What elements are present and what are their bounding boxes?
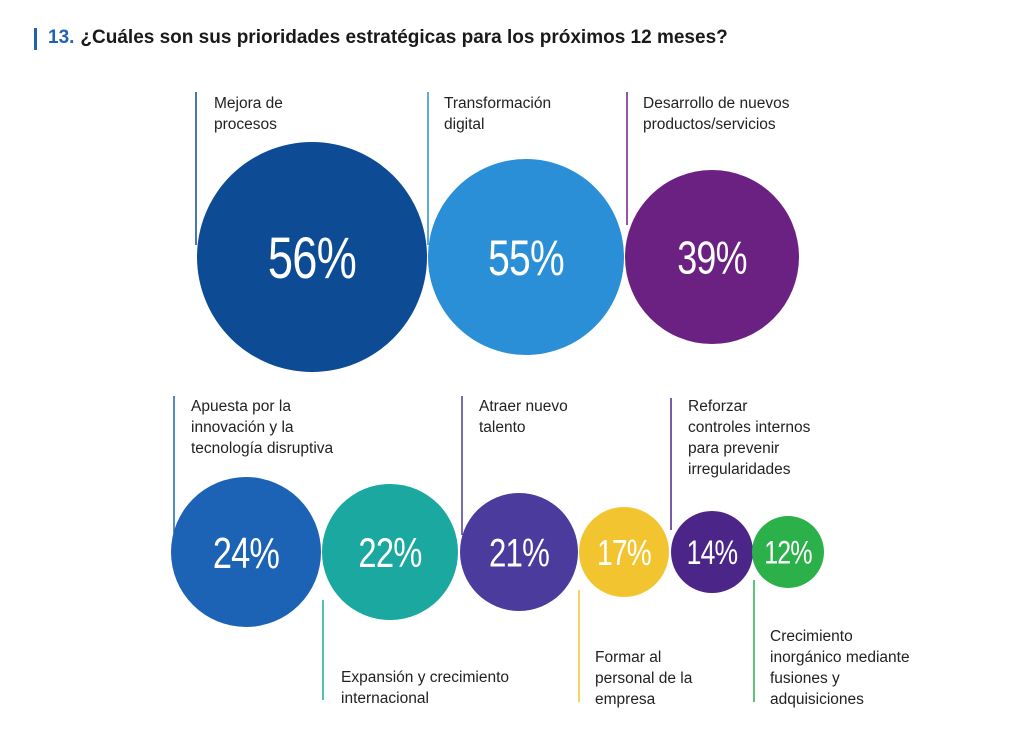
bubble-group: 22% Expansión y crecimiento internacional [322,484,509,707]
bubble-group: 14% Reforzar controles internos para preven… [670,398,811,593]
title-accent-bar [34,28,37,50]
bubble-value: 39% [677,232,747,283]
bubble-label-line: digital [444,116,485,133]
bubble [752,516,824,588]
bubble-group: 21% Atraer nuevo talento [460,396,578,611]
bubble-value: 24% [213,529,279,578]
bubble-group: 17% Formar al personal de la empresa [578,507,693,708]
bubble-label-line: irregularidades [688,461,791,478]
bubble-group: 12% Crecimiento inorgánico mediante fusione… [752,516,910,708]
bubble-group: 55% Transformación digital [427,92,624,355]
bubble-label-line: productos/servicios [643,116,776,133]
bubble [460,493,578,611]
bubble [625,170,799,344]
bubble-label-line: fusiones y [770,670,840,687]
bubble-value: 12% [764,536,812,572]
bubble-value: 14% [687,534,738,572]
bubble-label-line: para prevenir [688,440,779,457]
bubble-label-line: Apuesta por la [191,398,291,415]
bubble-label: Mejora de procesos [214,95,283,133]
bubble-value: 17% [597,533,651,573]
bubble-label: Reforzar controles internos para prevenir i… [688,398,811,478]
bubble-label-line: adquisiciones [770,691,864,708]
bubble-label: Apuesta por la innovación y la tecnología … [191,398,334,457]
bubble-value: 55% [488,229,564,286]
bubble-value: 21% [489,531,549,576]
bubble-group: 56% Mejora de procesos [195,92,427,372]
bubble-label-line: internacional [341,690,429,707]
bubble-label-line: controles internos [688,419,811,436]
bubble-label: Desarrollo de nuevos productos/servicios [643,95,790,133]
title-text: ¿Cuáles son sus prioridades estratégicas… [80,27,728,48]
bubble-group: 24% Apuesta por la innovación y la tecnolog… [171,396,334,627]
bubble-label-line: procesos [214,116,277,133]
bubble-label-line: inorgánico mediante [770,649,910,666]
bubble [671,511,753,593]
bubble-value: 56% [268,227,356,292]
title-number: 13. [48,27,75,48]
bubble-label-line: tecnología disruptiva [191,440,334,457]
bubble-label-line: Atraer nuevo [479,398,568,415]
bubble-label: Crecimiento inorgánico mediante fusiones y… [770,628,910,708]
bubble-label-line: Formar al [595,649,661,666]
bubble-label-line: Desarrollo de nuevos [643,95,790,112]
bubble-label-line: Reforzar [688,398,747,415]
bubble [322,484,458,620]
bubble [579,507,669,597]
bubble-label-line: Expansión y crecimiento [341,669,509,686]
bubble-label-line: Transformación [444,95,551,112]
bubble-value: 22% [358,529,422,576]
bubble-label: Formar al personal de la empresa [595,649,693,708]
bubble [171,477,321,627]
bubble-label-line: empresa [595,691,656,708]
bubble-label-line: talento [479,419,526,436]
bubble-label-line: Crecimiento [770,628,853,645]
bubble-label-line: Mejora de [214,95,283,112]
bubble-label: Atraer nuevo talento [479,398,568,436]
bubble-label: Expansión y crecimiento internacional [341,669,509,707]
bubble-label: Transformación digital [444,95,551,133]
bubble-label-line: personal de la [595,670,693,687]
bubble-group: 39% Desarrollo de nuevos productos/servici… [625,92,799,344]
chart-title: 13. ¿Cuáles son sus prioridades estratégi… [48,27,728,49]
bubble [197,142,427,372]
bubble-label-line: innovación y la [191,419,294,436]
bubble [428,159,624,355]
